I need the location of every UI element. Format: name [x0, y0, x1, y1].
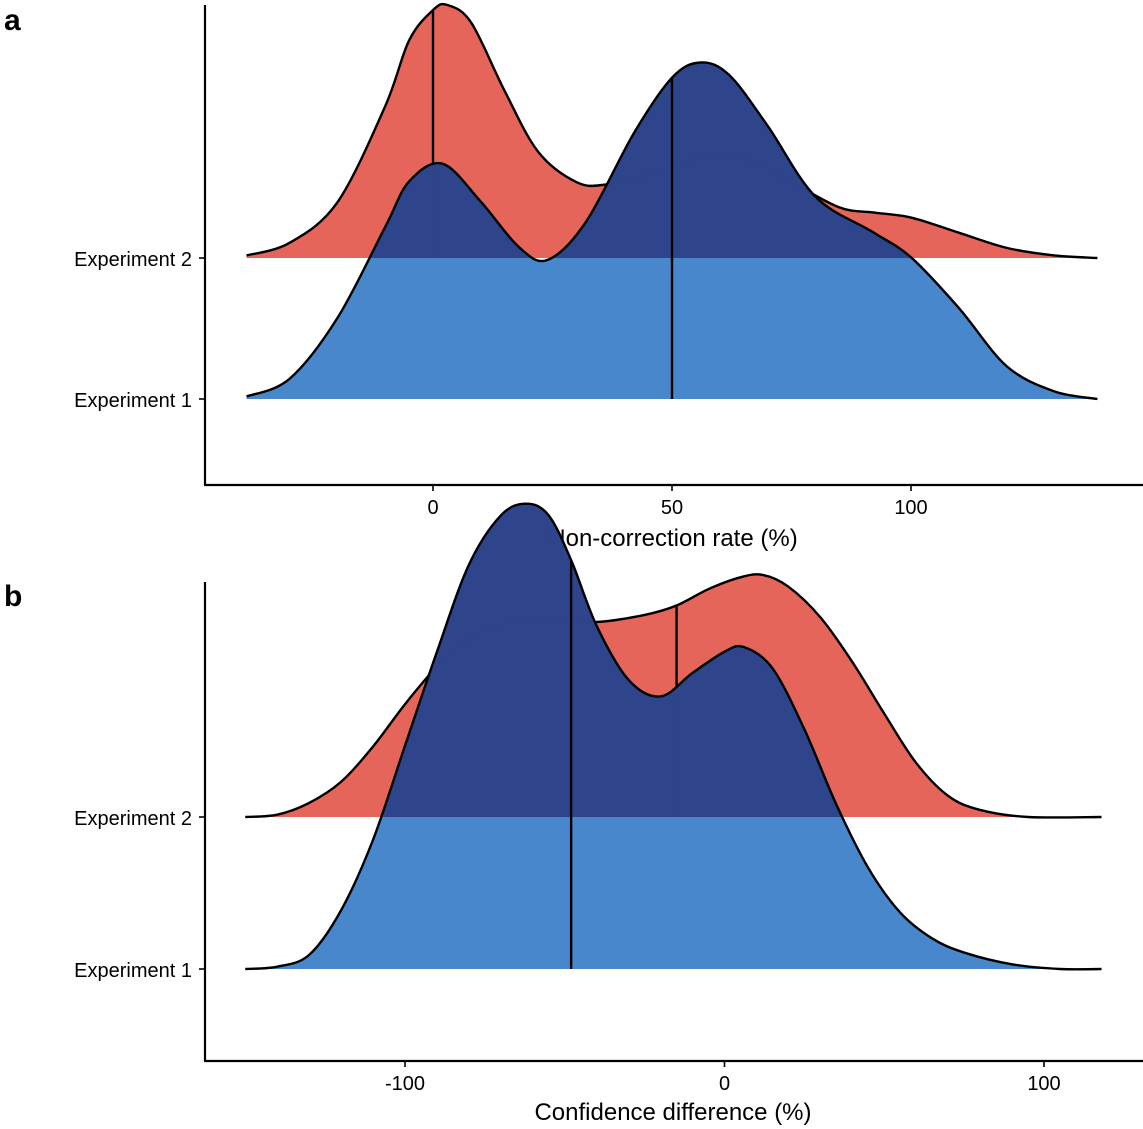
- panel-b-label: b: [4, 580, 22, 613]
- panel-a-x-tick-label: 100: [894, 497, 927, 519]
- panel-b-x-axis-title: Confidence difference (%): [534, 1099, 811, 1126]
- ridge-overlap-region: [369, 62, 912, 258]
- panel-b-x-ticks: -100 0 100: [385, 1061, 1061, 1095]
- panel-a-y-ticks: Experiment 2 Experiment 1: [74, 249, 205, 412]
- panel-a: Experiment 2 Experiment 1 0 50 100 Non-cor…: [4, 2, 1143, 552]
- panel-a-y-tick-label: Experiment 2: [74, 249, 192, 271]
- panel-b-x-tick-label: -100: [385, 1073, 425, 1095]
- panel-b-y-tick-label: Experiment 1: [74, 960, 192, 982]
- panel-b: Experiment 2 Experiment 1 -100 0 100 Confi…: [4, 502, 1143, 1126]
- panel-a-y-tick-label: Experiment 1: [74, 390, 192, 412]
- panel-a-x-ticks: 0 50 100: [427, 485, 928, 519]
- ridge-outline-experiment-2: [245, 573, 1102, 819]
- panel-a-label: a: [4, 4, 21, 37]
- ridge-outline-experiment-1: [246, 61, 1098, 401]
- panel-b-x-tick-label: 100: [1027, 1073, 1060, 1095]
- ridge-overlap-region: [381, 503, 843, 817]
- panel-a-x-tick-label: 50: [661, 497, 683, 519]
- ridge-outline-experiment-1: [245, 502, 1102, 971]
- panel-a-x-tick-label: 0: [427, 497, 438, 519]
- panel-a-x-axis-title: Non-correction rate (%): [548, 525, 797, 552]
- panel-b-y-ticks: Experiment 2 Experiment 1: [74, 808, 205, 982]
- panel-b-x-tick-label: 0: [719, 1073, 730, 1095]
- panel-b-ridges: [245, 502, 1102, 971]
- panel-a-ridges: [246, 2, 1098, 401]
- panel-b-y-tick-label: Experiment 2: [74, 808, 192, 830]
